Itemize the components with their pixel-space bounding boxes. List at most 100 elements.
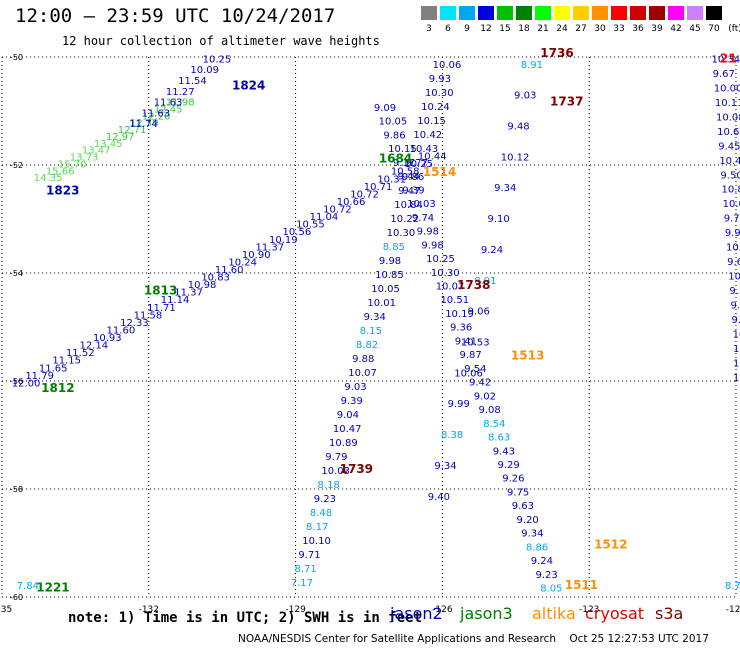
wave-height-label: 8.15 bbox=[360, 326, 382, 337]
credit-line: NOAA/NESDIS Center for Satellite Applica… bbox=[238, 633, 709, 645]
wave-height-label: 9.26 bbox=[502, 474, 524, 485]
wave-height-label: 11.5 bbox=[733, 359, 740, 370]
wave-height-label: 9.93 bbox=[725, 228, 740, 239]
wave-height-label: 10.42 bbox=[413, 130, 442, 141]
wave-height-label: 8.82 bbox=[356, 340, 378, 351]
wave-height-label: 10.01 bbox=[367, 298, 396, 309]
wave-height-label: 9.43 bbox=[493, 446, 515, 457]
wave-height-label: 9.86 bbox=[383, 130, 405, 141]
wave-height-label: 10.53 bbox=[461, 338, 490, 349]
wave-height-label: 10.00 bbox=[723, 199, 740, 210]
wave-height-label: 9.39 bbox=[341, 396, 363, 407]
wave-height-label: 9.88 bbox=[352, 354, 374, 365]
satellite-name: cryosat bbox=[585, 604, 644, 623]
wave-height-label: 9.24 bbox=[481, 245, 503, 256]
wave-height-label: 8.91 bbox=[521, 60, 543, 71]
satellite-name: altika bbox=[532, 604, 576, 623]
pass-time-label: 1512 bbox=[594, 537, 627, 551]
wave-height-label: 9.45 bbox=[718, 141, 740, 152]
wave-height-label: 9.34 bbox=[521, 529, 543, 540]
wave-height-label: 9.06 bbox=[468, 307, 490, 318]
wave-height-label: 8.85 bbox=[383, 242, 405, 253]
wave-height-label: 10.11 bbox=[715, 98, 740, 109]
lon-tick-label: -120 bbox=[726, 605, 740, 615]
wave-height-label: 9.03 bbox=[514, 91, 536, 102]
wave-height-label: 9.98 bbox=[379, 256, 401, 267]
pass-time-label: 1511 bbox=[565, 578, 598, 592]
wave-height-label: 10.06 bbox=[433, 60, 462, 71]
wave-height-label: 10.89 bbox=[329, 438, 358, 449]
wave-height-label: 8.7 bbox=[725, 581, 740, 592]
pass-time-label: 21 bbox=[720, 51, 737, 65]
wave-height-label: 8.63 bbox=[488, 433, 510, 444]
satellite-name: jason3 bbox=[460, 604, 513, 623]
wave-height-label: 7.17 bbox=[291, 578, 313, 589]
wave-height-label: 9.93 bbox=[429, 74, 451, 85]
wave-height-label: 10.62 bbox=[717, 127, 740, 138]
wave-height-label: 9.74 bbox=[412, 213, 434, 224]
wave-height-label: 11.63 bbox=[141, 108, 170, 119]
wave-height-label: 10.30 bbox=[431, 268, 460, 279]
satellite-name: s3a bbox=[655, 604, 683, 623]
wave-height-label: 8.17 bbox=[306, 522, 328, 533]
wave-height-label: 10.24 bbox=[421, 102, 450, 113]
wave-height-label: 9.61 bbox=[727, 257, 740, 268]
wave-height-label: 9.04 bbox=[337, 410, 359, 421]
wave-height-label: 10.30 bbox=[387, 228, 416, 239]
wave-height-label: 8.71 bbox=[295, 564, 317, 575]
wave-height-label: 9.91 bbox=[730, 301, 740, 312]
wave-height-label: 11.74 bbox=[129, 119, 158, 130]
wave-height-label: 10.10 bbox=[302, 536, 331, 547]
pass-time-label: 1812 bbox=[41, 381, 74, 395]
wave-height-label: 10.15 bbox=[417, 116, 446, 127]
wave-height-label: 11.63 bbox=[154, 98, 183, 109]
wave-height-label: 10.85 bbox=[375, 270, 404, 281]
wave-height-label: 10.88 bbox=[722, 185, 740, 196]
wave-height-label: 9.08 bbox=[478, 405, 500, 416]
wave-height-label: 10.05 bbox=[371, 284, 400, 295]
wave-height-label: 9.67 bbox=[713, 69, 735, 80]
wave-height-label: 8.38 bbox=[441, 430, 463, 441]
wave-height-label: 9.29 bbox=[497, 460, 519, 471]
wave-height-label: 10.12 bbox=[501, 152, 530, 163]
wave-height-label: 10.06 bbox=[454, 368, 483, 379]
wave-height-label: 9.34 bbox=[364, 312, 386, 323]
wave-height-label: 9.97 bbox=[732, 315, 740, 326]
altimeter-map: -135-132-129-126-123-120-50-52-54-56-58-… bbox=[0, 0, 740, 650]
wave-height-label: 8.48 bbox=[310, 508, 332, 519]
wave-height-label: 10.05 bbox=[379, 117, 408, 128]
wave-height-label: 10.00 bbox=[714, 83, 740, 94]
wave-height-label: 8.18 bbox=[318, 480, 340, 491]
pass-time-label: 1684 bbox=[379, 151, 412, 165]
pass-time-label: 1813 bbox=[144, 284, 177, 298]
wave-height-label: 9.99 bbox=[448, 399, 470, 410]
pass-time-label: 1739 bbox=[340, 462, 373, 476]
wave-height-label: 9.03 bbox=[344, 382, 366, 393]
wave-height-label: 10.64 bbox=[726, 243, 740, 254]
wave-height-label: 11.54 bbox=[178, 76, 207, 87]
wave-height-label: 10.25 bbox=[203, 54, 232, 65]
wave-height-label: 9.34 bbox=[494, 183, 516, 194]
lat-tick-label: -54 bbox=[10, 269, 23, 278]
wave-height-label: 9.73 bbox=[724, 214, 740, 225]
wave-height-label: 9.20 bbox=[516, 515, 538, 526]
wave-height-label: 9.63 bbox=[512, 501, 534, 512]
wave-height-label: 10.47 bbox=[333, 424, 362, 435]
wave-height-label: 10.08 bbox=[716, 112, 740, 123]
wave-height-label: 9.39 bbox=[402, 185, 424, 196]
wave-height-label: 9.75 bbox=[507, 487, 529, 498]
pass-time-label: 1823 bbox=[46, 184, 79, 198]
wave-height-label: 10.19 bbox=[728, 272, 740, 283]
wave-height-label: 9.87 bbox=[459, 350, 481, 361]
wave-height-label: 10.03 bbox=[407, 199, 436, 210]
pass-time-label: 1736 bbox=[540, 46, 573, 60]
wave-height-label: 8.86 bbox=[526, 542, 548, 553]
wave-height-label: 9.02 bbox=[474, 391, 496, 402]
wave-height-label: 9.44 bbox=[398, 172, 420, 183]
wave-height-label: 9.52 bbox=[729, 286, 740, 297]
lat-tick-label: -60 bbox=[10, 593, 23, 602]
wave-height-label: 9.50 bbox=[720, 170, 740, 181]
pass-time-label: 1824 bbox=[232, 78, 265, 92]
wave-height-label: 10.07 bbox=[348, 368, 377, 379]
wave-height-label: 9.23 bbox=[536, 570, 558, 581]
